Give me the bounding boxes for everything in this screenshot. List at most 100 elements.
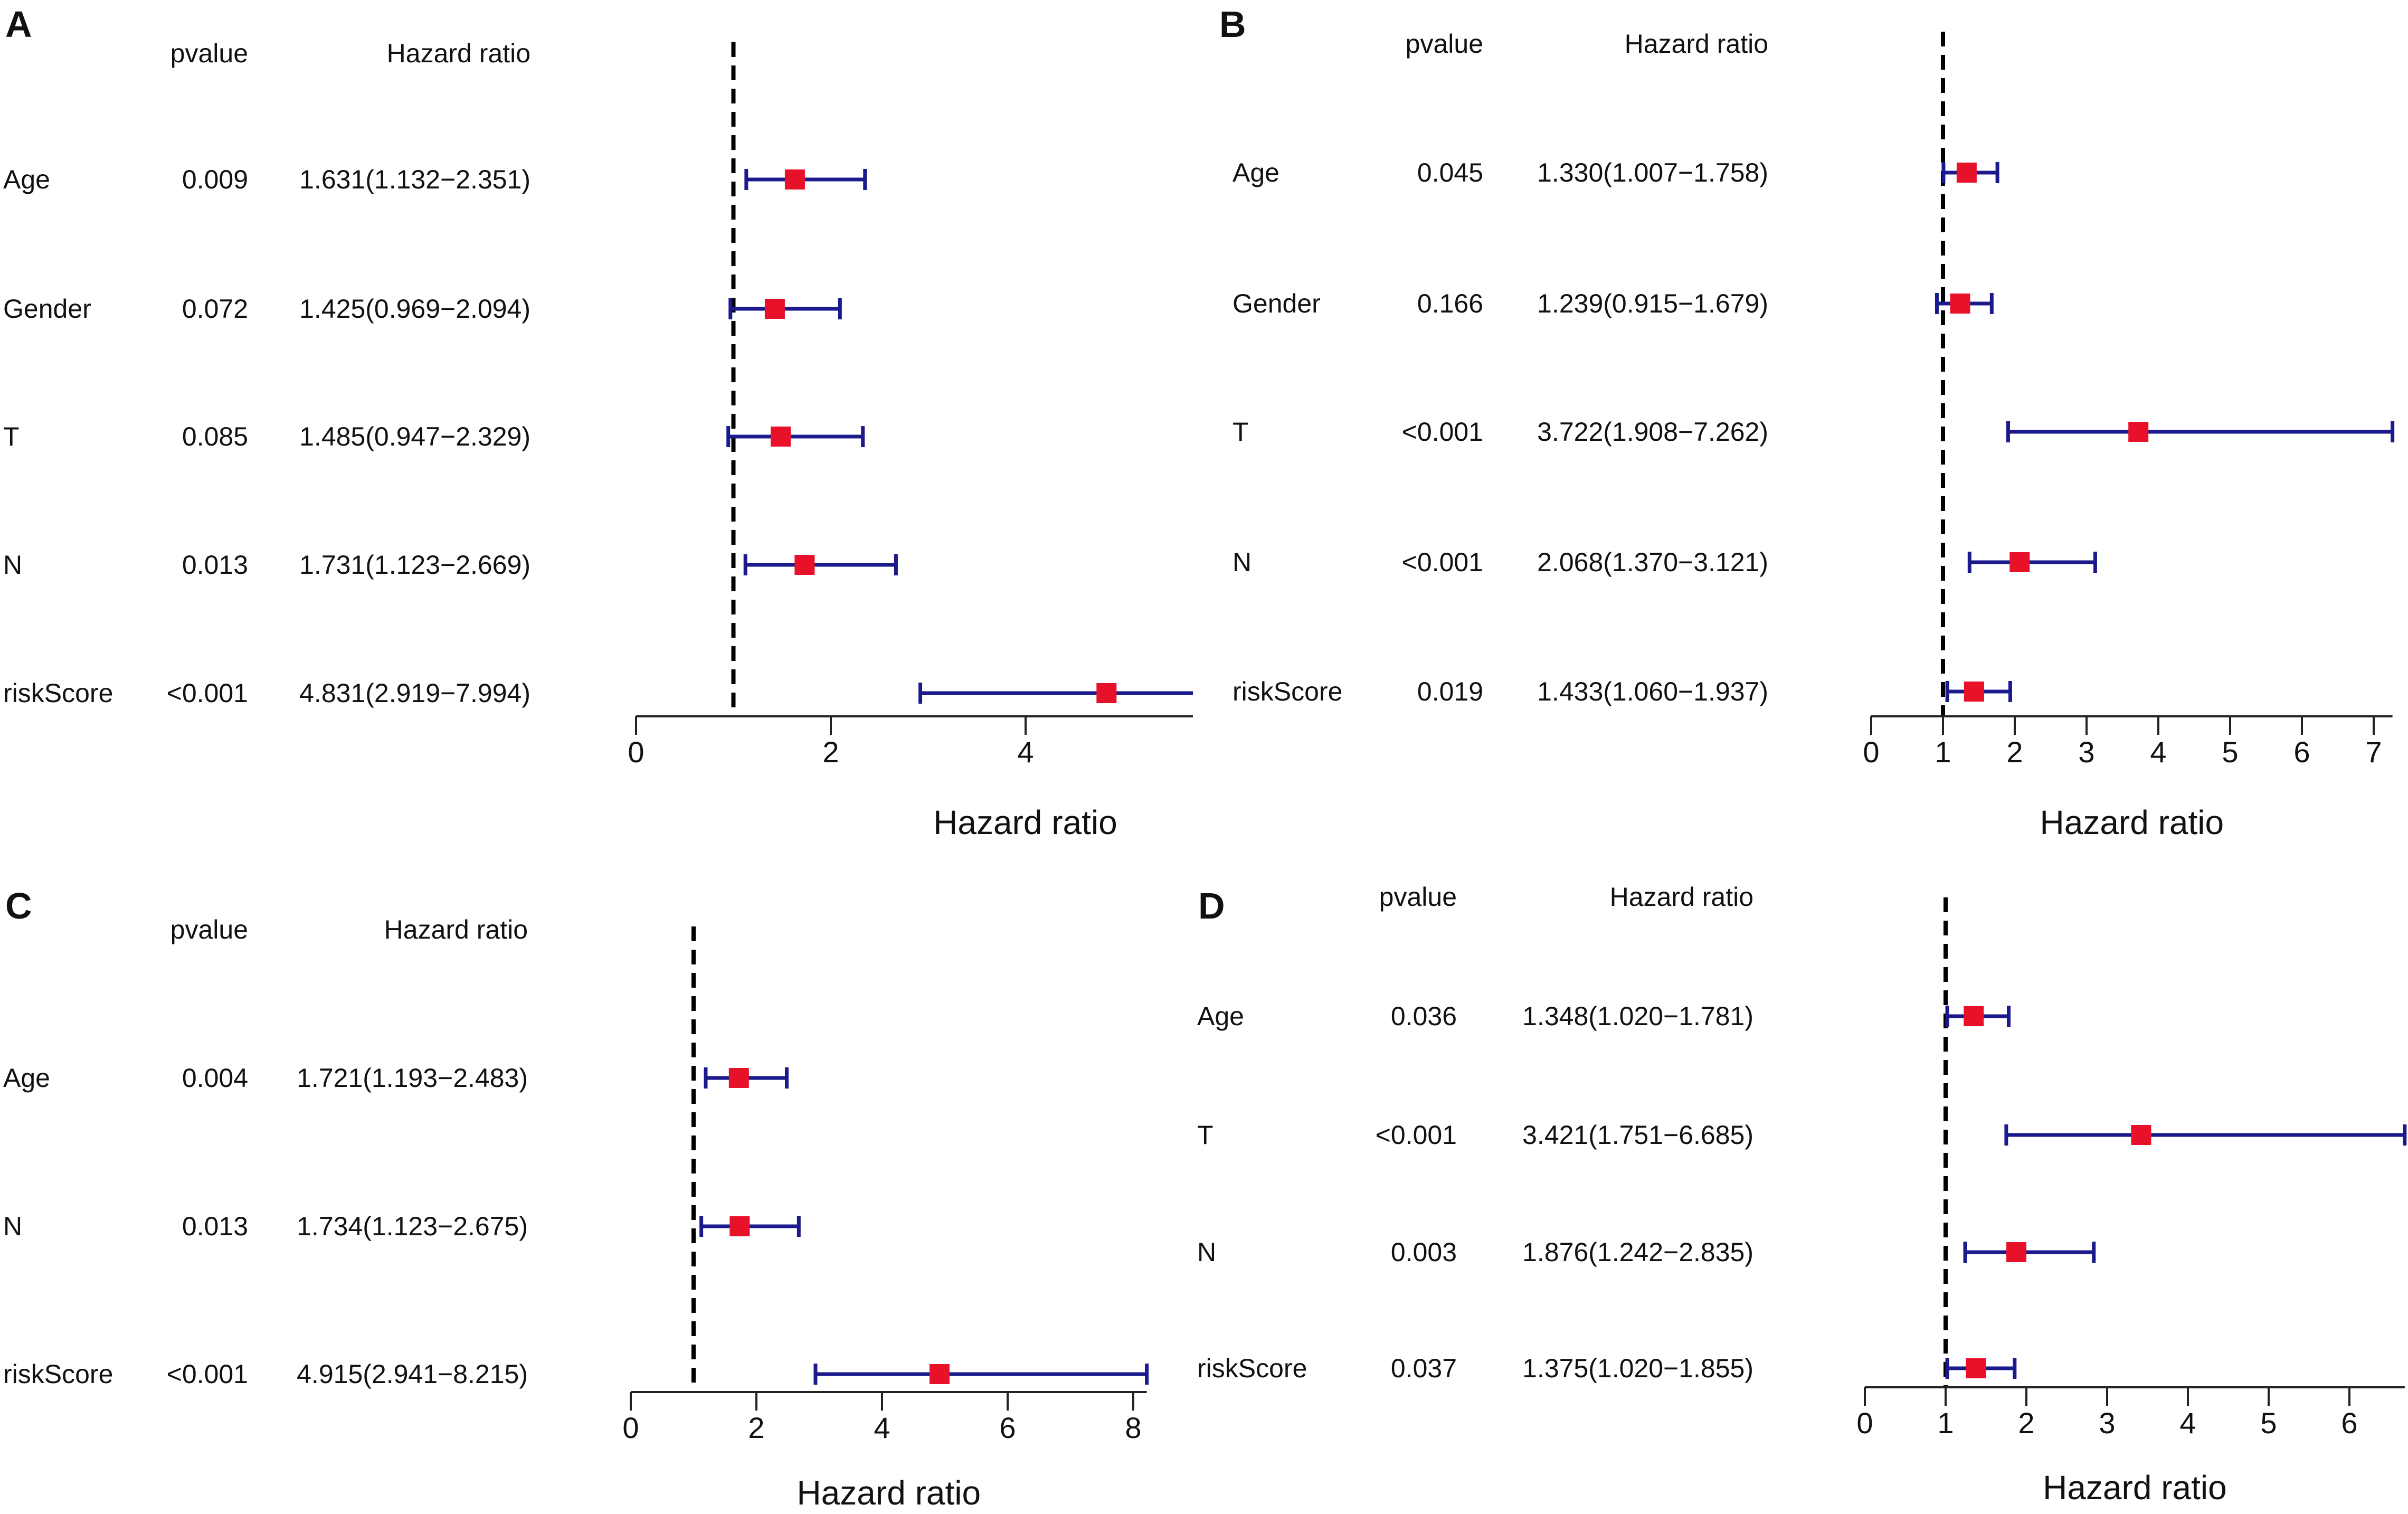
x-tick-label: 0 [628, 735, 644, 769]
row-pvalue: 0.009 [182, 165, 248, 194]
row-pvalue: 0.004 [182, 1063, 248, 1093]
point-estimate [929, 1364, 950, 1384]
hazard-ratio-header: Hazard ratio [387, 39, 530, 68]
x-tick-label: 4 [874, 1411, 890, 1444]
pvalue-header: pvalue [170, 915, 248, 944]
plot-area: 0 1 2 3 4 5 6 7 Hazard ratio [1863, 32, 2395, 841]
forest-plot-d-svg: D pvalue Hazard ratio Age 0.036 1.348(1.02… [1197, 882, 2407, 1507]
row-label: N [1233, 547, 1252, 577]
x-tick-label: 0 [1856, 1406, 1873, 1440]
pvalue-header: pvalue [1406, 29, 1483, 59]
row-label: Age [1233, 158, 1279, 187]
point-estimate [764, 299, 785, 319]
point-estimate [2009, 552, 2030, 572]
row-hazard-ratio: 2.068(1.370−3.121) [1537, 547, 1768, 577]
row-hazard-ratio: 1.631(1.132−2.351) [299, 165, 530, 194]
row-pvalue: <0.001 [1402, 547, 1483, 577]
row-label: riskScore [1233, 677, 1342, 706]
row-hazard-ratio: 4.915(2.941−8.215) [297, 1359, 528, 1389]
row-hazard-ratio: 1.876(1.242−2.835) [1522, 1237, 1753, 1267]
point-estimate [1096, 683, 1117, 703]
row-hazard-ratio: 1.734(1.123−2.675) [297, 1212, 528, 1241]
x-tick-label: 6 [2293, 735, 2310, 769]
point-estimate [1950, 294, 1970, 314]
x-tick-label: 4 [2179, 1406, 2196, 1440]
forest-panel-b: B pvalue Hazard ratio Age 0.045 1.330(1.00… [1214, 0, 2408, 868]
row-pvalue: 0.003 [1391, 1237, 1457, 1267]
x-tick-label: 1 [1935, 735, 1951, 769]
row-pvalue: 0.045 [1417, 158, 1483, 187]
row-hazard-ratio: 1.330(1.007−1.758) [1537, 158, 1768, 187]
row-hazard-ratio: 3.722(1.908−7.262) [1537, 417, 1768, 447]
panel-letter-a: A [5, 4, 32, 45]
row-pvalue: 0.013 [182, 1212, 248, 1241]
hazard-ratio-header: Hazard ratio [384, 915, 528, 944]
x-tick-label: 2 [2018, 1406, 2034, 1440]
point-estimate [729, 1216, 750, 1236]
x-tick-label: 2 [748, 1411, 764, 1444]
x-axis-title: Hazard ratio [797, 1474, 981, 1510]
x-axis-title: Hazard ratio [2043, 1469, 2227, 1507]
row-pvalue: <0.001 [1376, 1120, 1457, 1150]
plot-area: 0 2 4 6 8 Hazard ratio [622, 926, 1149, 1512]
row-text-group: Age 0.009 1.631(1.132−2.351) Gender 0.072 1.4… [3, 165, 530, 708]
forest-panel-c: C pvalue Hazard ratio Age 0.004 1.721(1.19… [0, 876, 1182, 1512]
x-axis-title: Hazard ratio [2040, 803, 2224, 841]
row-label: N [3, 550, 22, 580]
x-tick-label: 2 [2006, 735, 2023, 769]
row-hazard-ratio: 1.348(1.020−1.781) [1522, 1001, 1753, 1031]
row-label: N [3, 1212, 22, 1241]
x-tick-label: 4 [1017, 735, 1034, 769]
x-tick-label: 1 [1937, 1406, 1954, 1440]
row-pvalue: 0.166 [1417, 289, 1483, 318]
x-tick-label: 3 [2078, 735, 2094, 769]
row-label: T [3, 422, 20, 451]
x-tick-label: 6 [999, 1411, 1016, 1444]
hazard-ratio-header: Hazard ratio [1625, 29, 1768, 59]
x-tick-label: 5 [2260, 1406, 2277, 1440]
row-label: T [1197, 1120, 1214, 1150]
panel-letter-d: D [1198, 885, 1225, 926]
x-axis-title: Hazard ratio [933, 803, 1117, 841]
row-text-group: Age 0.004 1.721(1.193−2.483) N 0.013 1.734(1.… [3, 1063, 528, 1389]
x-tick-label: 3 [2099, 1406, 2115, 1440]
x-tick-label: 2 [822, 735, 839, 769]
row-text-group: Age 0.036 1.348(1.020−1.781) T <0.001 3.421(1… [1197, 1001, 1753, 1383]
point-estimate [2006, 1242, 2027, 1262]
pvalue-header: pvalue [1379, 882, 1457, 912]
point-estimate [728, 1068, 749, 1088]
point-estimate [794, 555, 815, 575]
row-hazard-ratio: 4.831(2.919−7.994) [299, 678, 530, 708]
row-label: riskScore [3, 1359, 113, 1389]
row-hazard-ratio: 1.375(1.020−1.855) [1522, 1354, 1753, 1383]
row-label: Age [1197, 1001, 1244, 1031]
point-estimate [1964, 1006, 1984, 1026]
hazard-ratio-header: Hazard ratio [1610, 882, 1753, 912]
point-estimate [1966, 1358, 1986, 1378]
point-estimate [2128, 422, 2149, 442]
row-pvalue: 0.085 [182, 422, 248, 451]
plot-area: 0 1 2 3 4 5 6 Hazard ratio [1856, 897, 2407, 1507]
row-label: riskScore [3, 678, 113, 708]
row-hazard-ratio: 1.425(0.969−2.094) [299, 294, 530, 324]
point-estimate [784, 169, 805, 190]
x-tick-label: 6 [2341, 1406, 2357, 1440]
row-label: Gender [1233, 289, 1321, 318]
row-hazard-ratio: 1.731(1.123−2.669) [299, 550, 530, 580]
x-tick-label: 0 [622, 1411, 639, 1444]
panel-letter-c: C [5, 885, 32, 926]
row-pvalue: 0.013 [182, 550, 248, 580]
forest-plot-a-svg: A pvalue Hazard ratio Age 0.009 1.631(1.13… [3, 4, 1417, 841]
x-tick-label: 0 [1863, 735, 1879, 769]
row-label: riskScore [1197, 1354, 1307, 1383]
row-hazard-ratio: 1.239(0.915−1.679) [1537, 289, 1768, 318]
panel-letter-b: B [1219, 4, 1246, 45]
row-text-group: Age 0.045 1.330(1.007−1.758) Gender 0.166 1.2… [1233, 158, 1768, 706]
row-pvalue: 0.019 [1417, 677, 1483, 706]
point-estimate [1956, 163, 1977, 183]
row-label: T [1233, 417, 1249, 447]
forest-plot-c-svg: C pvalue Hazard ratio Age 0.004 1.721(1.19… [3, 885, 1149, 1512]
row-pvalue: 0.072 [182, 294, 248, 324]
row-pvalue: 0.037 [1391, 1354, 1457, 1383]
x-tick-label: 5 [2222, 735, 2238, 769]
